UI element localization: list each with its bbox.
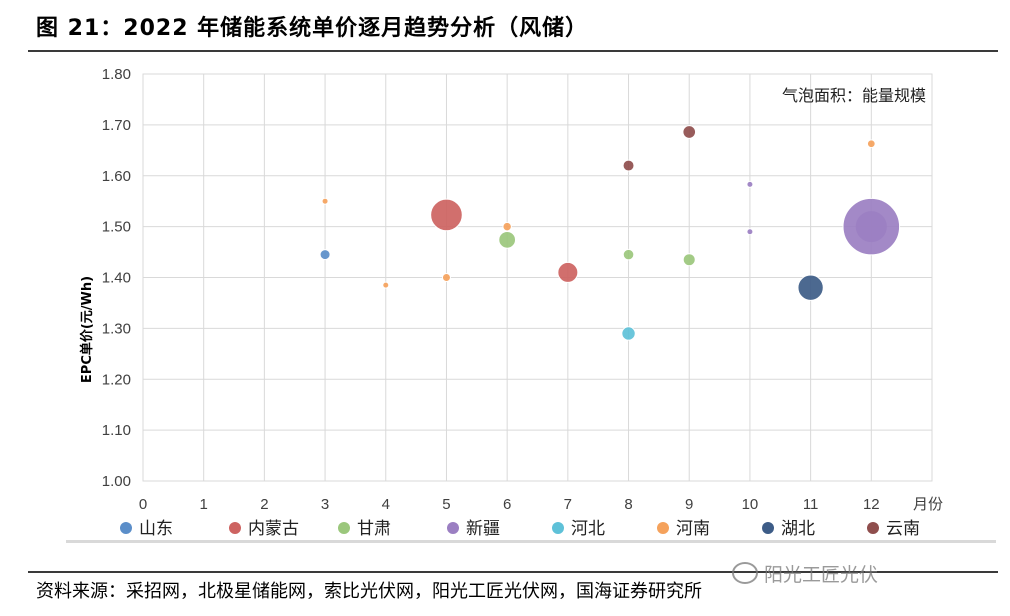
bubble-5	[621, 326, 636, 341]
y-tick-label: 1.30	[102, 320, 131, 337]
y-axis-label: EPC单价(元/Wh)	[79, 276, 95, 383]
y-tick-label: 1.40	[102, 270, 131, 287]
bubble-4	[746, 180, 754, 188]
x-tick-label: 5	[442, 496, 450, 513]
source-note: 资料来源：采招网，北极星储能网，索比光伏网，阳光工匠光伏网，国海证券研究所	[36, 581, 702, 602]
legend-label-1: 山东	[139, 519, 173, 539]
bubble-2	[557, 261, 579, 283]
legend-label-4: 新疆	[466, 519, 500, 539]
x-tick-label: 8	[624, 496, 632, 513]
legend-marker-6	[657, 522, 669, 534]
x-tick-label: 12	[863, 496, 880, 513]
legend-label-6: 河南	[676, 519, 710, 539]
legend-label-8: 云南	[886, 519, 920, 539]
bubble-7	[797, 274, 824, 301]
bubble-2	[430, 198, 463, 232]
bubble-8	[622, 159, 635, 172]
legend-divider	[66, 540, 996, 543]
bubble-3	[622, 248, 635, 261]
legend-marker-2	[229, 522, 241, 534]
y-tick-label: 1.10	[102, 422, 131, 439]
y-tick-label: 1.50	[102, 219, 131, 236]
x-axis-unit-label: 月份	[913, 496, 943, 513]
legend-marker-8	[867, 522, 879, 534]
wechat-icon	[732, 562, 758, 584]
figure-title: 图 21：2022 年储能系统单价逐月趋势分析（风储）	[36, 16, 589, 41]
x-tick-label: 7	[564, 496, 572, 513]
bubble-6	[866, 139, 876, 149]
x-tick-label: 1	[200, 496, 208, 513]
bubble-6	[502, 221, 512, 232]
x-tick-label: 3	[321, 496, 329, 513]
bubble-6	[441, 273, 451, 282]
legend-label-2: 内蒙古	[248, 519, 299, 539]
bubble-1	[319, 249, 331, 261]
legend-marker-1	[120, 522, 132, 534]
y-tick-label: 1.00	[102, 473, 131, 490]
y-tick-label: 1.80	[102, 66, 131, 83]
bubble-size-note: 气泡面积：能量规模	[782, 86, 926, 105]
bubble-6	[321, 197, 329, 205]
x-tick-label: 2	[260, 496, 268, 513]
tick-labels: 1.001.101.201.301.401.501.601.701.800 1 2 3…	[102, 66, 880, 513]
legend-label-7: 湖北	[781, 519, 815, 539]
y-tick-label: 1.60	[102, 168, 131, 185]
y-tick-label: 1.70	[102, 117, 131, 134]
watermark: 阳光工匠光伏	[732, 560, 878, 587]
bottom-rule	[28, 571, 998, 573]
legend-label-5: 河北	[571, 519, 605, 539]
legend-marker-5	[552, 522, 564, 534]
watermark-text: 阳光工匠光伏	[764, 564, 879, 586]
legend-marker-7	[762, 522, 774, 534]
x-tick-label: 4	[382, 496, 390, 513]
bubble-4	[746, 228, 754, 236]
top-rule	[28, 50, 998, 52]
grid-lines	[142, 73, 933, 482]
x-tick-label: 11	[803, 496, 819, 513]
x-tick-label: 6	[503, 496, 511, 513]
bubble-3	[498, 230, 517, 249]
y-tick-label: 1.20	[102, 371, 131, 388]
legend-label-3: 甘肃	[357, 519, 391, 539]
bubble-3	[682, 253, 696, 267]
x-tick-label: 0	[139, 496, 147, 513]
legend-marker-4	[447, 522, 459, 534]
legend-marker-3	[338, 522, 350, 534]
bubbles	[319, 125, 901, 341]
bubble-core-4	[855, 211, 887, 243]
x-tick-label: 9	[685, 496, 693, 513]
legend: 山东 内蒙古 甘肃 新疆 河北 河南 湖北 云南	[120, 519, 920, 539]
bubble-8	[682, 125, 697, 139]
bubble-6	[382, 281, 390, 289]
x-tick-label: 10	[742, 496, 759, 513]
